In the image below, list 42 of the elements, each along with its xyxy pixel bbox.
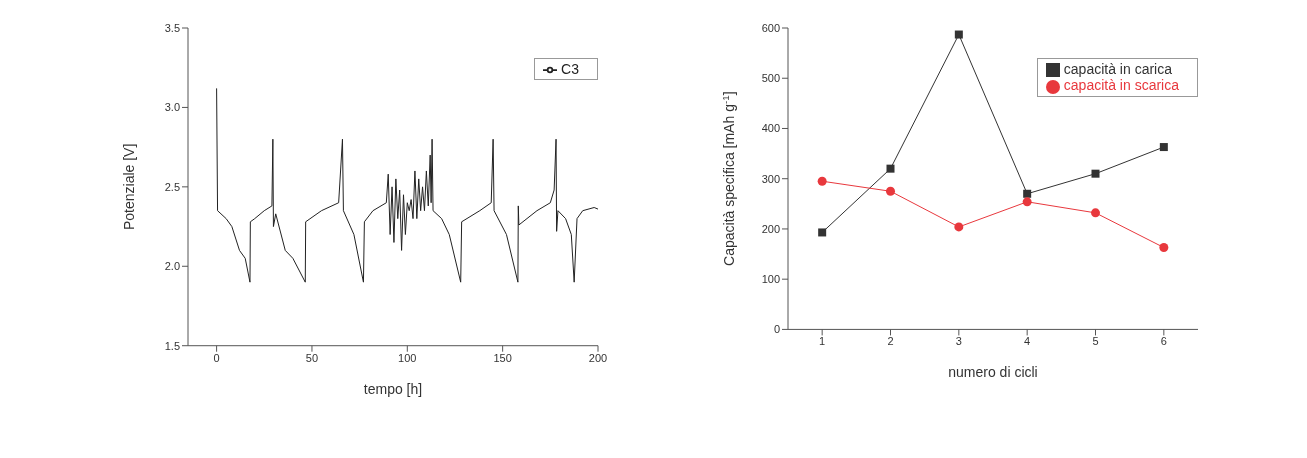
point [1159,243,1169,253]
point [954,222,964,232]
y-tick-label: 1.5 [164,339,180,352]
x-tick-label: 6 [1160,335,1167,348]
y-tick-label: 600 [761,21,780,34]
x-tick-label: 4 [1024,335,1031,348]
line-series [216,87,598,283]
point [818,228,827,237]
point [886,164,895,173]
x-tick-label: 200 [588,351,608,364]
legend-label: capacità in carica [1063,61,1172,77]
x-tick-label: 0 [213,351,220,364]
x-tick-label: 50 [305,351,319,364]
y-tick-label: 3.0 [164,101,180,114]
x-tick-label: 1 [819,335,826,348]
y-tick-label: 300 [761,172,780,185]
point [1159,143,1168,152]
x-tick-label: 100 [398,351,417,364]
x-axis-title: tempo [h] [363,380,423,397]
point [1091,169,1100,178]
y-tick-label: 400 [761,122,780,135]
point [954,30,963,39]
y-tick-label: 3.5 [164,21,180,34]
y-tick-label: 2.5 [164,180,180,193]
x-tick-label: 2 [887,335,894,348]
point [817,176,827,186]
y-tick-label: 0 [773,323,780,336]
x-axis-title: numero di cicli [948,364,1038,381]
point [886,186,895,196]
point [1022,197,1032,207]
x-tick-label: 150 [493,351,512,364]
y-tick-label: 200 [761,222,780,235]
legend-label: C3 [561,61,579,77]
y-tick-label: 2.0 [164,260,180,273]
legend-label: capacità in scarica [1063,77,1179,94]
y-tick-label: 500 [761,72,780,85]
point [1023,189,1032,198]
x-tick-label: 5 [1092,335,1099,348]
x-tick-label: 3 [955,335,962,348]
point [1091,208,1100,218]
y-axis-title: Potenziale [V] [121,143,137,231]
y-tick-label: 100 [761,273,780,286]
